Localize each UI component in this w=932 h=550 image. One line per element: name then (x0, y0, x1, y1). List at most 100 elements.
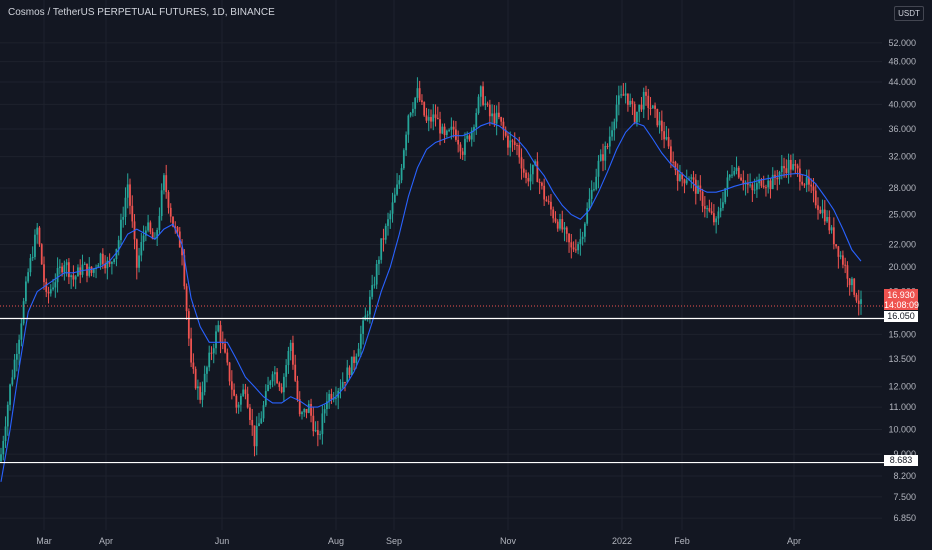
candle-body (54, 282, 57, 288)
candle-body (626, 93, 629, 105)
candle-body (464, 138, 466, 155)
y-tick-label: 25.000 (888, 210, 916, 220)
candle-body (67, 262, 70, 278)
candle-body (780, 166, 783, 173)
moving-average-line (0, 121, 862, 482)
candle-body (518, 145, 521, 158)
candle-body (280, 387, 283, 393)
candle-body (550, 201, 552, 210)
candle-body (638, 104, 641, 112)
candle-body (432, 114, 435, 122)
candle-body (260, 418, 263, 424)
candle-body (296, 380, 299, 400)
candle-body (679, 174, 681, 181)
candle-body (242, 389, 245, 396)
candle-body (570, 242, 573, 248)
last-price-tag: 16.930 14:08:09 (884, 289, 919, 310)
candle-body (568, 233, 570, 243)
candle-body (172, 216, 174, 227)
candle-body (196, 386, 199, 389)
candle-body (183, 255, 186, 287)
candle-body (199, 386, 202, 400)
candle-body (507, 135, 509, 148)
y-tick-label: 48.000 (888, 57, 916, 67)
candle-body (294, 364, 297, 381)
candle-body (502, 121, 505, 130)
candle-body (823, 209, 826, 222)
candle-body (547, 201, 550, 203)
candle-body (710, 211, 713, 214)
candle-body (357, 348, 360, 357)
candle-body (513, 141, 516, 145)
candle-body (115, 248, 118, 260)
candle-body (751, 184, 754, 191)
candle-body (335, 397, 337, 399)
candle-body (314, 430, 317, 432)
candle-body (835, 244, 838, 247)
candle-body (642, 91, 645, 110)
candle-body (49, 289, 52, 294)
candle-body (407, 115, 410, 135)
candle-body (812, 186, 815, 191)
candle-body (267, 384, 269, 392)
candle-body (287, 351, 290, 366)
candle-body (617, 95, 620, 105)
candle-body (708, 208, 711, 212)
candle-body (233, 389, 236, 396)
candle-body (488, 104, 491, 117)
candle-body (411, 108, 414, 113)
candle-body (454, 129, 457, 140)
candle-body (436, 117, 439, 120)
candle-body (785, 168, 788, 173)
candle-body (540, 182, 543, 186)
candle-body (325, 401, 328, 410)
x-tick-label: Apr (787, 536, 801, 546)
candle-body (120, 219, 122, 241)
candle-body (491, 113, 494, 117)
candle-body (504, 129, 507, 136)
candle-body (27, 272, 30, 282)
candle-body (620, 94, 623, 96)
candle-body (384, 225, 387, 240)
candle-body (212, 348, 215, 354)
candle-body (156, 229, 159, 239)
candle-body (726, 177, 729, 189)
candle-body (149, 222, 152, 232)
candle-body (117, 240, 120, 249)
candle-body (174, 226, 177, 228)
candle-body (443, 126, 446, 136)
candle-body (83, 263, 86, 265)
candle-body (572, 247, 575, 250)
candle-body (285, 365, 288, 377)
y-tick-label: 20.000 (888, 262, 916, 272)
candle-body (669, 146, 672, 162)
candle-body (493, 113, 496, 124)
candle-body (803, 184, 806, 186)
candle-body (848, 278, 851, 286)
candle-body (622, 94, 625, 96)
candle-body (674, 161, 677, 171)
candle-body (676, 170, 679, 181)
y-tick-label: 15.000 (888, 329, 916, 339)
candle-body (289, 342, 292, 352)
candle-body (624, 93, 627, 96)
currency-badge[interactable]: USDT (894, 6, 924, 21)
candle-body (832, 227, 835, 245)
candle-body (319, 434, 322, 436)
candle-body (72, 275, 75, 280)
candle-body (737, 167, 740, 178)
candle-body (158, 215, 161, 230)
candle-body (110, 261, 113, 264)
candle-body (703, 206, 706, 209)
y-tick-label: 28.000 (888, 183, 916, 193)
candle-body (654, 105, 656, 109)
candle-body (380, 238, 383, 260)
candle-body (181, 247, 183, 256)
candle-body (606, 145, 609, 147)
x-tick-label: 2022 (612, 536, 632, 546)
candle-body (353, 356, 355, 363)
candle-body (577, 244, 580, 251)
candle-body (801, 181, 804, 185)
